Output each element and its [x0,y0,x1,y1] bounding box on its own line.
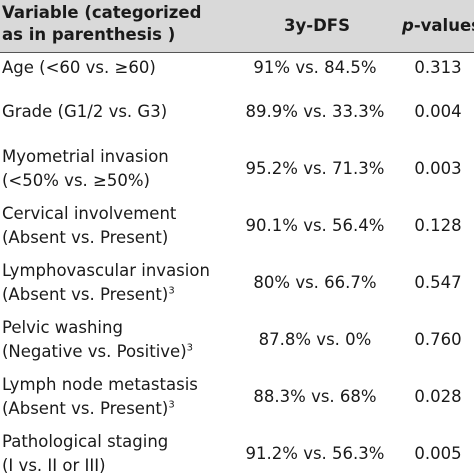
table-row-dfs: 91% vs. 84.5% [253,58,377,77]
table-row-variable: Pathological staging [2,432,169,451]
table-row-p-value: 0.128 [414,216,462,235]
table-row-variable-detail-text: (Absent vs. Present) [2,285,169,304]
table-row-variable-detail-text: (Negative vs. Positive) [2,342,187,361]
table-row-variable-detail-text: (Absent vs. Present) [2,399,169,418]
header-variable-line2: as in parenthesis ) [2,25,176,44]
table-row-variable-detail: (I vs. II or III) [2,456,106,474]
table-row-p-value: 0.003 [414,159,462,178]
footnote-marker: 3 [168,399,175,411]
table-row-variable: Lymph node metastasis [2,375,198,394]
header-variable: Variable (categorized as in parenthesis … [2,2,230,46]
table-header [0,0,474,52]
header-p-italic: p [402,16,414,35]
table-row-variable: Lymphovascular invasion [2,261,210,280]
table-row-dfs: 80% vs. 66.7% [253,273,377,292]
table-row-p-value: 0.005 [414,444,462,463]
table-row-variable-detail: (Absent vs. Present) [2,228,169,247]
table-row-dfs: 87.8% vs. 0% [258,330,372,349]
header-dfs: 3y-DFS [284,16,350,35]
table-row-p-value: 0.547 [414,273,462,292]
header-p-rest: -values [413,16,474,35]
table-row-variable: Age (<60 vs. ≥60) [2,58,156,77]
table-row-variable-detail: (Absent vs. Present)3 [2,283,175,307]
footnote-marker: 3 [186,342,194,354]
table-row-p-value: 0.313 [414,58,462,77]
footnote-marker: 3 [168,285,175,297]
table-row-dfs: 91.2% vs. 56.3% [245,444,385,463]
header-rule [0,52,474,53]
table-row-p-value: 0.028 [414,387,462,406]
table-row-dfs: 89.9% vs. 33.3% [245,102,385,121]
header-p-values: p-values [402,15,474,37]
table-row-variable: Pelvic washing [2,318,123,337]
table-row-variable-detail: (<50% vs. ≥50%) [2,171,150,190]
table-row-dfs: 90.1% vs. 56.4% [245,216,385,235]
table-row-variable: Cervical involvement [2,204,177,223]
table-row-dfs: 88.3% vs. 68% [253,387,377,406]
table-row-variable-detail: (Negative vs. Positive)3 [2,340,193,364]
header-variable-line1: Variable (categorized [2,3,202,22]
table-row-variable: Grade (G1/2 vs. G3) [2,102,168,121]
table-row-p-value: 0.004 [414,102,462,121]
table-row-p-value: 0.760 [414,330,462,349]
table-row-dfs: 95.2% vs. 71.3% [245,159,385,178]
table-row-variable-detail: (Absent vs. Present)3 [2,397,175,421]
table-row-variable: Myometrial invasion [2,147,169,166]
